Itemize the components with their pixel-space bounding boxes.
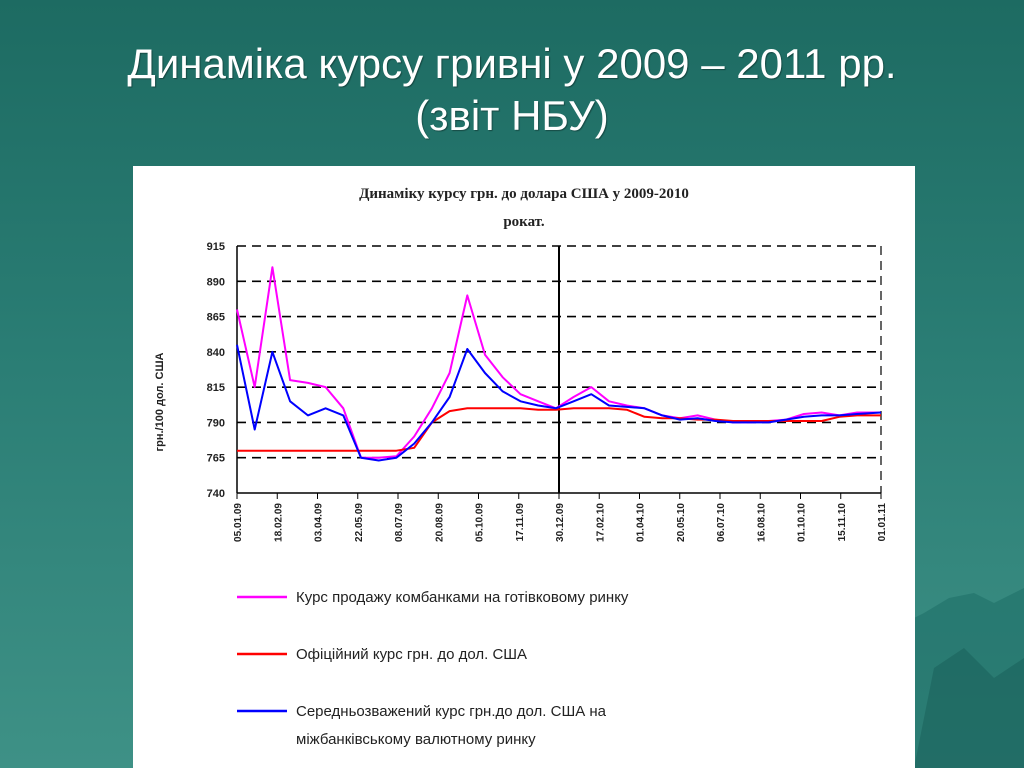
x-tick-label: 18.02.09	[273, 503, 284, 542]
slide-title-line2: (звіт НБУ)	[415, 92, 609, 139]
x-tick-label: 01.04.10	[636, 503, 647, 542]
mountain-decoration	[894, 588, 1024, 768]
y-tick-label: 815	[207, 382, 225, 394]
x-tick-label: 01.10.10	[797, 503, 808, 542]
grid-layer	[236, 245, 882, 494]
series-layer	[236, 266, 882, 462]
y-tick-label: 865	[207, 312, 225, 324]
y-ticks: 740 765 790 815 840 865 890 915	[207, 241, 225, 500]
series-line-2	[237, 407, 881, 452]
legend: Курс продажу комбанками на готівковому р…	[237, 589, 629, 748]
chart-panel: Динаміку курсу грн. до долара США у 2009…	[133, 166, 915, 768]
series-line-3	[236, 344, 882, 462]
x-tick-label: 05.01.09	[233, 503, 244, 542]
x-tick-label: 01.01.11	[877, 503, 888, 542]
chart-title-line1: Динаміку курсу грн. до долара США у 2009…	[359, 186, 689, 202]
y-tick-label: 740	[207, 488, 225, 500]
x-tick-label: 17.11.09	[515, 503, 526, 542]
y-tick-label: 765	[207, 453, 225, 465]
legend-label: міжбанківському валютному ринку	[296, 731, 536, 748]
x-tick-label: 22.05.09	[354, 503, 365, 542]
x-ticks: 05.01.09 18.02.09 03.04.09 22.05.09 08.07.09…	[233, 493, 888, 542]
x-tick-label: 20.08.09	[434, 503, 445, 542]
x-tick-label: 15.11.10	[837, 503, 848, 542]
y-tick-label: 890	[207, 276, 225, 288]
x-tick-label: 03.04.09	[314, 503, 325, 542]
legend-label: Курс продажу комбанками на готівковому р…	[296, 589, 629, 606]
y-tick-label: 840	[207, 347, 225, 359]
x-tick-label: 16.08.10	[756, 503, 767, 542]
chart: Динаміку курсу грн. до долара США у 2009…	[154, 186, 888, 748]
x-tick-label: 20.05.10	[676, 503, 687, 542]
y-tick-label: 915	[207, 241, 225, 253]
x-tick-label: 05.10.09	[475, 503, 486, 542]
x-tick-label: 08.07.09	[394, 503, 405, 542]
y-tick-label: 790	[207, 417, 225, 429]
x-tick-label: 17.02.10	[595, 503, 606, 542]
y-axis-label: грн./100 дол. США	[154, 352, 166, 451]
legend-label: Офіційний курс грн. до дол. США	[296, 646, 527, 663]
slide-title: Динаміка курсу гривні у 2009 – 2011 рр. …	[0, 38, 1024, 142]
slide-title-line1: Динаміка курсу гривні у 2009 – 2011 рр.	[127, 40, 897, 87]
legend-label: Середньозважений курс грн.до дол. США на	[296, 703, 607, 720]
x-tick-label: 30.12.09	[555, 503, 566, 542]
chart-title-line2: рокат.	[503, 214, 545, 230]
x-tick-label: 06.07.10	[716, 503, 727, 542]
